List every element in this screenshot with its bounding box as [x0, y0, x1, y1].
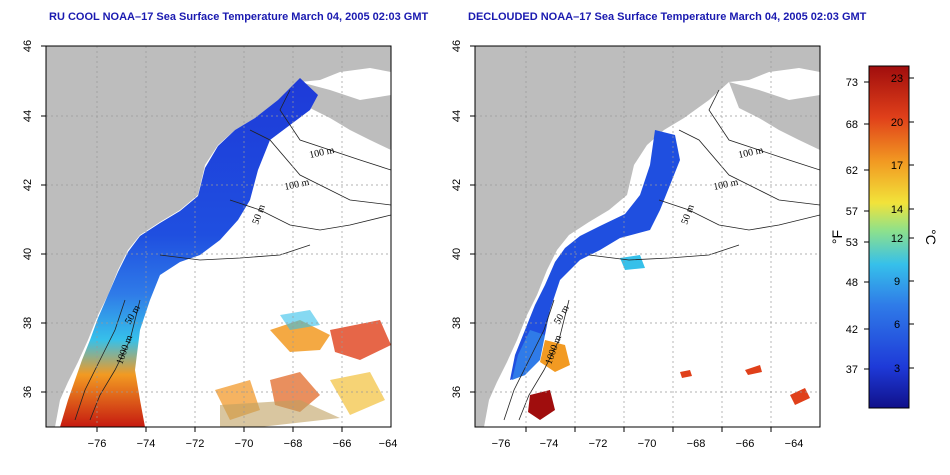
left-tick-marks [41, 45, 343, 432]
colorbar-tick-marks [864, 77, 914, 370]
colorbar-fahrenheit-unit: °F [829, 230, 845, 244]
colorbar-f-tick: 42 [846, 324, 858, 336]
colorbar-f-tick: 48 [846, 277, 858, 289]
colorbar-f-tick: 73 [846, 77, 858, 89]
right-x-tick: −64 [785, 438, 804, 450]
left-contour-label-1: 100 m [308, 145, 335, 161]
colorbar-c-tick: 17 [891, 160, 903, 172]
left-sst-coverage [60, 78, 318, 427]
right-y-tick: 42 [451, 179, 463, 191]
left-y-tick: 40 [22, 248, 34, 260]
left-x-tick: −70 [235, 438, 254, 450]
colorbar-c-tick: 6 [894, 319, 900, 331]
left-x-tick: −72 [186, 438, 205, 450]
right-land-mainland [475, 46, 820, 427]
colorbar-c-tick: 14 [891, 204, 903, 216]
left-x-tick: −76 [88, 438, 107, 450]
colorbar-c-tick: 9 [894, 276, 900, 288]
colorbar-celsius-unit: °C [923, 229, 939, 245]
left-y-tick: 38 [22, 317, 34, 329]
colorbar-c-tick: 20 [891, 117, 903, 129]
colorbar-c-tick: 12 [891, 233, 903, 245]
right-frame [474, 45, 821, 428]
left-map-panel: 100 m 100 m 50 m 50 m 1000 m [22, 40, 397, 450]
right-panel-title: DECLOUDED NOAA–17 Sea Surface Temperatur… [468, 11, 867, 23]
left-y-tick: 44 [22, 110, 34, 122]
right-grid [475, 46, 820, 427]
colorbar-c-tick: 23 [891, 73, 903, 85]
left-y-tick: 36 [22, 386, 34, 398]
right-x-tick: −70 [638, 438, 657, 450]
right-x-tick-labels: −76 −74 −72 −70 −68 −66 −64 [492, 438, 804, 450]
right-contour-label-1: 100 m [737, 145, 764, 161]
left-contours [74, 89, 391, 421]
left-x-tick: −64 [379, 438, 398, 450]
colorbar-f-tick: 68 [846, 119, 858, 131]
left-x-tick: −66 [333, 438, 352, 450]
left-x-tick: −74 [137, 438, 156, 450]
right-y-tick: 36 [451, 386, 463, 398]
colorbar: 73 68 62 57 53 48 42 37 23 20 17 14 12 9… [829, 65, 939, 409]
right-land-novascotia [729, 82, 820, 150]
left-land-mainland [46, 46, 391, 427]
right-contours [503, 89, 820, 421]
right-x-tick: −74 [540, 438, 559, 450]
right-tick-marks [470, 45, 772, 432]
right-y-tick: 40 [451, 248, 463, 260]
right-y-tick-labels: 46 44 42 40 38 36 [451, 40, 463, 398]
colorbar-celsius-labels: 23 20 17 14 12 9 6 3 [891, 73, 903, 375]
colorbar-f-tick: 53 [846, 237, 858, 249]
right-map-panel: 100 m 100 m 50 m 50 m 1000 m [451, 40, 821, 450]
left-frame [45, 45, 392, 428]
left-x-tick: −68 [284, 438, 303, 450]
colorbar-f-tick: 37 [846, 364, 858, 376]
colorbar-f-tick: 62 [846, 165, 858, 177]
right-x-tick: −76 [492, 438, 511, 450]
colorbar-f-tick: 57 [846, 206, 858, 218]
left-offshore-patches [215, 310, 391, 427]
right-x-tick: −72 [589, 438, 608, 450]
right-sst-coverage [510, 130, 810, 420]
left-y-tick: 46 [22, 40, 34, 52]
right-y-tick: 38 [451, 317, 463, 329]
right-x-tick: −68 [687, 438, 706, 450]
right-y-tick: 44 [451, 110, 463, 122]
left-grid [46, 46, 391, 427]
colorbar-c-tick: 3 [894, 363, 900, 375]
left-y-tick-labels: 46 44 42 40 38 36 [22, 40, 34, 398]
left-y-tick: 42 [22, 179, 34, 191]
left-x-tick-labels: −76 −74 −72 −70 −68 −66 −64 [88, 438, 398, 450]
right-y-tick: 46 [451, 40, 463, 52]
right-x-tick: −66 [736, 438, 755, 450]
left-land-novascotia [300, 82, 391, 150]
colorbar-gradient [868, 65, 910, 409]
left-panel-title: RU COOL NOAA–17 Sea Surface Temperature … [49, 11, 429, 23]
colorbar-fahrenheit-labels: 73 68 62 57 53 48 42 37 [846, 77, 858, 376]
